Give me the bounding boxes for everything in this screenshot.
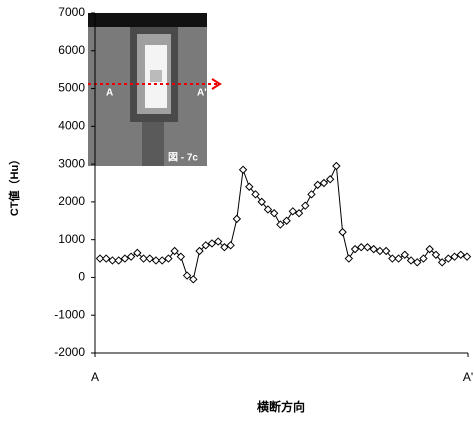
x-tick-label: A [91,370,99,384]
data-point [121,255,128,262]
x-axis-label: 横断方向 [257,399,305,414]
inset-caption: 図 - 7c [168,152,198,164]
data-point [146,255,153,262]
data-point [464,253,471,260]
chart: A A' 図 - 7c CT値（Hu） 横断方向 -2000 -1000 0 1000… [0,0,474,421]
data-point [271,210,278,217]
data-point [190,276,197,283]
y-tick-label: 7000 [58,5,85,19]
data-point [345,255,352,262]
inset-image: A A' 図 - 7c [88,13,220,166]
data-point [289,208,296,215]
data-point [445,255,452,262]
data-point [320,180,327,187]
data-point [370,246,377,253]
data-point [352,246,359,253]
data-point [395,255,402,262]
x-tick-label: A' [463,370,473,384]
inset-right-label: A' [197,88,207,99]
y-tick-label: 6000 [58,43,85,57]
data-point [339,229,346,236]
y-tick-label: 5000 [58,81,85,95]
y-tick-label: 3000 [58,156,85,170]
data-point [283,217,290,224]
data-point [103,255,110,262]
data-point [128,253,135,260]
data-point [364,244,371,251]
data-point [159,257,166,264]
data-point [277,221,284,228]
data-point [227,242,234,249]
y-tick-label: 4000 [58,119,85,133]
y-tick-label: 0 [78,270,85,284]
y-tick-label: 1000 [58,232,85,246]
data-point [208,240,215,247]
y-axis-label: CT値（Hu） [7,154,21,216]
data-point [457,251,464,258]
data-point [314,181,321,188]
data-point [240,166,247,173]
data-point [327,176,334,183]
data-point [414,259,421,266]
data-point [333,163,340,170]
data-point [184,272,191,279]
y-tick-label: -2000 [54,345,85,359]
data-point [233,215,240,222]
y-tick-label: 2000 [58,194,85,208]
data-point [308,191,315,198]
data-point [420,255,427,262]
data-point [451,253,458,260]
data-point [115,257,122,264]
inset-left-label: A [106,88,113,99]
y-tick-label: -1000 [54,307,85,321]
